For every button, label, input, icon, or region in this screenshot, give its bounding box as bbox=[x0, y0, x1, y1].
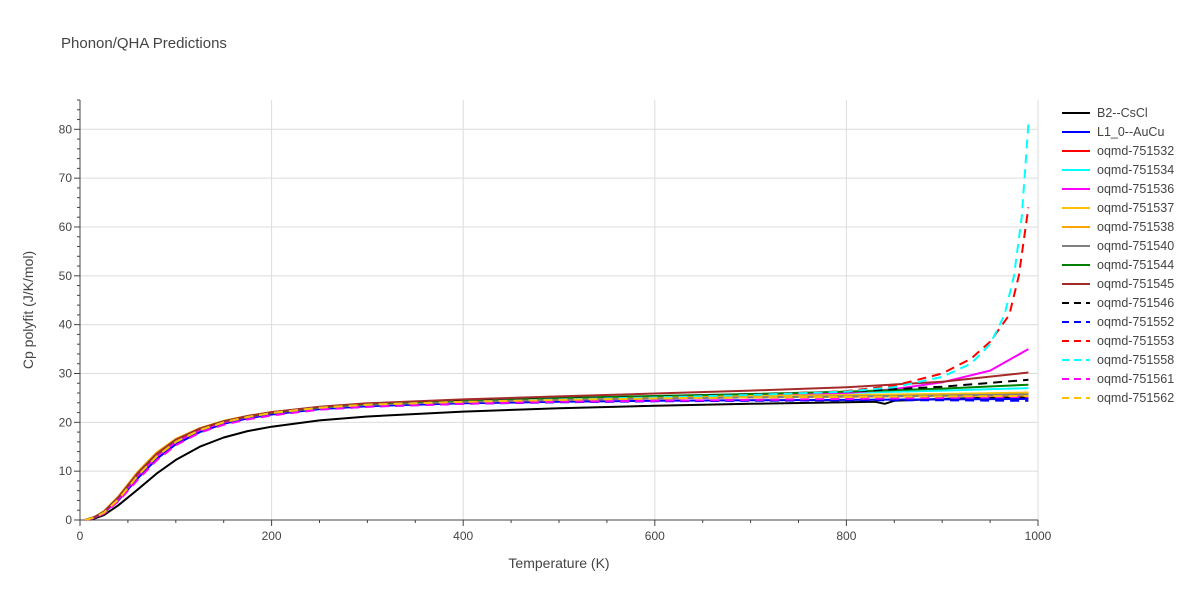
grid-lines bbox=[80, 100, 1039, 520]
legend-label: oqmd-751537 bbox=[1097, 201, 1175, 215]
series-line-oqmd-751561 bbox=[84, 395, 1029, 521]
y-tick-label: 10 bbox=[59, 464, 73, 478]
series-lines bbox=[84, 124, 1030, 521]
y-tick-label: 30 bbox=[59, 366, 73, 380]
series-line-L1_0--AuCu bbox=[84, 397, 1029, 521]
x-axis-label: Temperature (K) bbox=[508, 555, 609, 571]
legend-label: B2--CsCl bbox=[1097, 106, 1148, 120]
legend-label: oqmd-751532 bbox=[1097, 144, 1175, 158]
series-line-oqmd-751552 bbox=[84, 399, 1029, 521]
legend-label: oqmd-751553 bbox=[1097, 334, 1175, 348]
y-tick-label: 60 bbox=[59, 220, 73, 234]
y-tick-label: 80 bbox=[59, 122, 73, 136]
legend-label: oqmd-751540 bbox=[1097, 239, 1175, 253]
legend-label: oqmd-751562 bbox=[1097, 391, 1175, 405]
legend-swatch bbox=[1062, 169, 1090, 171]
legend-label: L1_0--AuCu bbox=[1097, 125, 1165, 139]
series-line-oqmd-751553 bbox=[84, 207, 1030, 521]
axes: 0 200 400 600 800 1000 0 10 20 30 40 50 60 70 80 bbox=[59, 99, 1052, 543]
x-tick-label: 0 bbox=[77, 529, 84, 543]
legend-label: oqmd-751534 bbox=[1097, 163, 1175, 177]
legend-label: oqmd-751552 bbox=[1097, 315, 1175, 329]
x-tick-label: 800 bbox=[836, 529, 856, 543]
series-line-oqmd-751562 bbox=[84, 395, 1029, 521]
x-tick-label: 1000 bbox=[1025, 529, 1052, 543]
y-tick-label: 50 bbox=[59, 269, 73, 283]
legend-swatch bbox=[1062, 321, 1090, 323]
series-line-oqmd-751532 bbox=[84, 393, 1029, 521]
legend-label: oqmd-751558 bbox=[1097, 353, 1175, 367]
x-tick-label: 400 bbox=[453, 529, 473, 543]
legend-swatch bbox=[1062, 397, 1090, 399]
series-line-oqmd-751538 bbox=[84, 394, 1029, 521]
series-line-oqmd-751537 bbox=[84, 391, 1029, 521]
legend-swatch bbox=[1062, 340, 1090, 342]
series-line-oqmd-751540 bbox=[84, 393, 1029, 521]
y-tick-label: 40 bbox=[59, 318, 73, 332]
series-line-oqmd-751536 bbox=[84, 348, 1029, 521]
legend-label: oqmd-751546 bbox=[1097, 296, 1175, 310]
series-line-oqmd-751558 bbox=[84, 124, 1030, 521]
legend-swatch bbox=[1062, 207, 1090, 209]
legend-swatch bbox=[1062, 378, 1090, 380]
y-tick-label: 0 bbox=[65, 513, 72, 527]
legend-swatch bbox=[1062, 150, 1090, 152]
legend-swatch bbox=[1062, 112, 1090, 114]
legend-swatch bbox=[1062, 245, 1090, 247]
legend-swatch bbox=[1062, 359, 1090, 361]
legend-label: oqmd-751538 bbox=[1097, 220, 1175, 234]
legend-swatch bbox=[1062, 264, 1090, 266]
legend-swatch bbox=[1062, 188, 1090, 190]
legend-swatch bbox=[1062, 283, 1090, 285]
y-tick-label: 20 bbox=[59, 415, 73, 429]
legend-swatch bbox=[1062, 226, 1090, 228]
legend-swatch bbox=[1062, 302, 1090, 304]
legend-label: oqmd-751561 bbox=[1097, 372, 1175, 386]
legend-label: oqmd-751544 bbox=[1097, 258, 1175, 272]
x-tick-label: 600 bbox=[645, 529, 665, 543]
y-axis-label: Cp polyfit (J/K/mol) bbox=[20, 251, 36, 369]
y-tick-label: 70 bbox=[59, 171, 73, 185]
x-tick-label: 200 bbox=[262, 529, 282, 543]
legend-swatch bbox=[1062, 131, 1090, 133]
series-line-B2--CsCl bbox=[84, 395, 1029, 521]
series-line-oqmd-751544 bbox=[84, 383, 1029, 521]
chart-title: Phonon/QHA Predictions bbox=[61, 35, 227, 52]
legend-label: oqmd-751536 bbox=[1097, 182, 1175, 196]
legend-label: oqmd-751545 bbox=[1097, 277, 1175, 291]
